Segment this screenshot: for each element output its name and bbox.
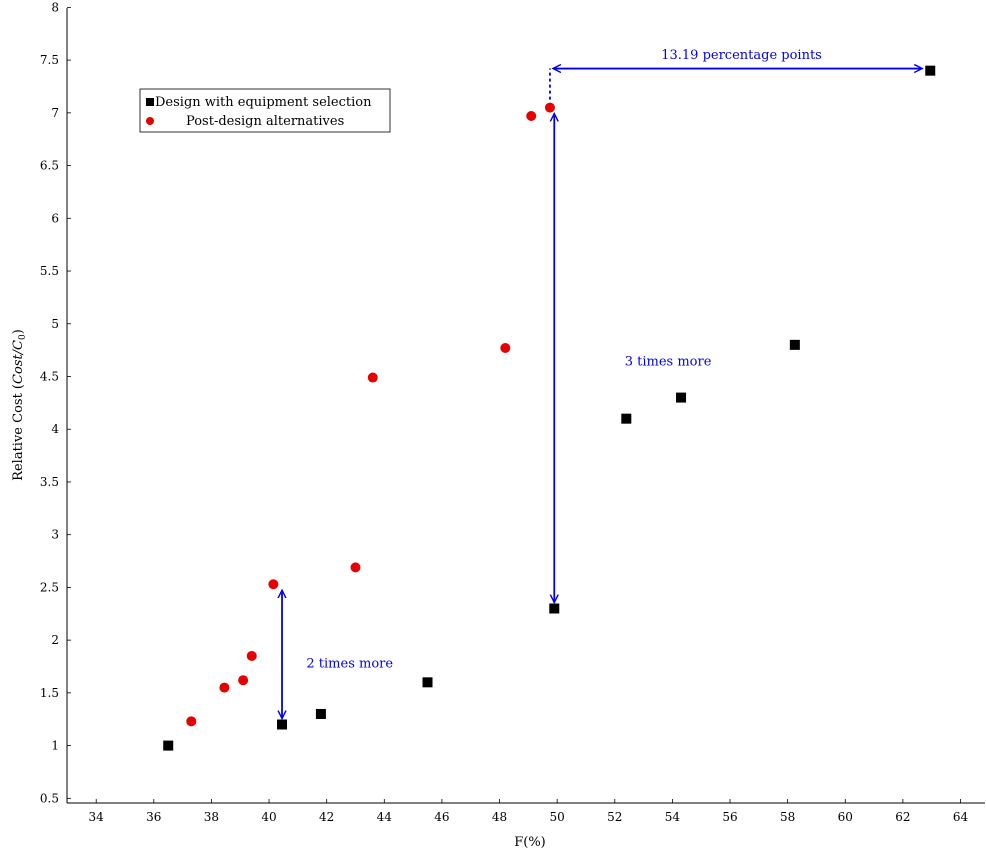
series-1 [163,65,936,751]
square-point [676,392,687,403]
data-points [163,65,936,751]
annotation-label: 13.19 percentage points [661,48,822,63]
y-axis-label-math: Cost/C [11,340,26,384]
annotation-3: 13.19 percentage points [549,48,922,100]
annotation-label: 2 times more [306,656,393,671]
y-tick-label: 8 [51,0,59,14]
circle-point [268,579,279,590]
square-point [315,708,326,719]
y-tick-label: 4.5 [40,369,59,383]
circle-point [238,675,249,686]
square-point [925,65,936,76]
y-axis-ticks: 0.5 1 1.5 2 2.5 3 3.5 4 4.5 5 5.5 6 6.5 7 7.5 8 [40,0,71,805]
legend-entry-label: Design with equipment selection [155,95,372,110]
circle-point [186,716,197,727]
x-tick-label: 42 [319,810,334,824]
axes [66,8,985,804]
x-tick-label: 54 [665,810,681,824]
x-tick-label: 46 [434,810,449,824]
square-point [422,677,433,688]
square-point [277,719,288,730]
y-tick-label: 6.5 [40,159,59,173]
circle-point [246,650,257,661]
y-axis-label-prefix: Relative Cost ( [11,384,26,481]
x-tick-label: 52 [607,810,622,824]
y-tick-label: 5.5 [40,264,59,278]
circle-point [526,111,537,122]
legend-circle-marker [146,117,154,125]
y-tick-label: 5 [51,317,59,331]
x-tick-label: 44 [377,810,393,824]
y-tick-label: 1 [51,739,59,753]
x-tick-label: 34 [89,810,105,824]
x-tick-label: 56 [722,810,737,824]
x-tick-label: 60 [838,810,853,824]
y-tick-label: 2.5 [40,580,59,594]
x-tick-label: 50 [550,810,565,824]
legend: Design with equipment selection Post-desi… [139,88,391,133]
y-axis-label-sub: 0 [18,334,28,340]
y-tick-label: 4 [51,422,59,436]
circle-point [350,562,361,573]
legend-square-marker [146,98,154,106]
y-tick-label: 0.5 [40,791,59,805]
x-tick-label: 36 [146,810,161,824]
y-tick-label: 7.5 [40,53,59,67]
y-tick-label: 1.5 [40,686,59,700]
legend-entry-label: Post-design alternatives [186,114,344,129]
annotation-2: 3 times more [554,114,712,603]
circle-point [367,372,378,383]
x-tick-label: 38 [204,810,219,824]
y-tick-label: 3 [51,528,59,542]
x-tick-label: 48 [492,810,507,824]
square-point [789,339,800,350]
square-point [163,740,174,751]
square-point [621,413,632,424]
x-axis-label: F(%) [514,835,546,850]
annotation-1: 2 times more [282,590,393,718]
x-axis-ticks: 34 36 38 40 42 44 46 48 50 52 54 56 58 60 62 64 [89,799,969,824]
x-tick-label: 40 [261,810,276,824]
y-tick-label: 2 [51,633,59,647]
x-tick-label: 58 [780,810,795,824]
annotations: 2 times more 3 times more 13.19 percentage… [282,48,922,719]
x-tick-label: 64 [953,810,969,824]
y-axis-label-suffix: ) [11,329,26,334]
circle-point [544,102,555,113]
annotation-label: 3 times more [625,355,712,370]
square-point [549,603,560,614]
y-tick-label: 7 [51,106,59,120]
y-axis-label: Relative Cost (Cost/C0) [11,329,28,481]
y-tick-label: 3.5 [40,475,59,489]
y-tick-label: 6 [51,211,59,225]
circle-point [500,343,511,354]
series-2 [186,102,555,727]
circle-point [219,682,230,693]
x-tick-label: 62 [895,810,910,824]
legend-box [139,88,391,133]
